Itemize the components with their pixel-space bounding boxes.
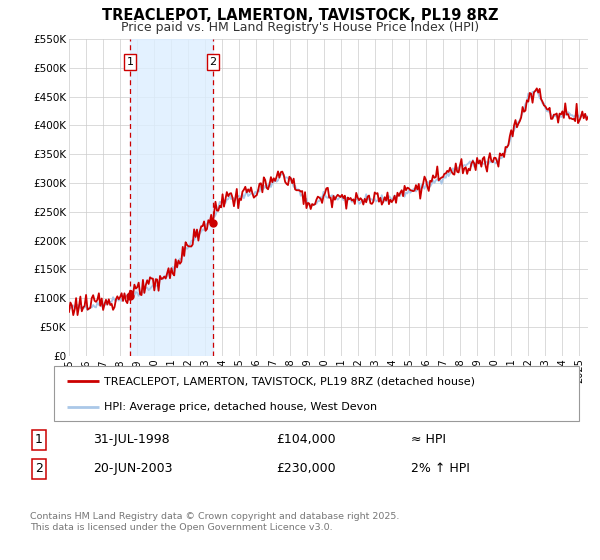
Text: 2: 2 [35,462,43,475]
Bar [130,39,213,356]
Text: TREACLEPOT, LAMERTON, TAVISTOCK, PL19 8RZ (detached house): TREACLEPOT, LAMERTON, TAVISTOCK, PL19 8R… [104,376,475,386]
Text: 2: 2 [209,57,217,67]
Text: TREACLEPOT, LAMERTON, TAVISTOCK, PL19 8RZ: TREACLEPOT, LAMERTON, TAVISTOCK, PL19 8R… [102,8,498,24]
Text: ≈ HPI: ≈ HPI [411,433,446,446]
Text: Contains HM Land Registry data © Crown copyright and database right 2025.
This d: Contains HM Land Registry data © Crown c… [30,512,400,532]
FancyBboxPatch shape [54,366,579,421]
Text: 1: 1 [35,433,43,446]
Text: Price paid vs. HM Land Registry's House Price Index (HPI): Price paid vs. HM Land Registry's House … [121,21,479,34]
Text: £104,000: £104,000 [276,433,335,446]
Text: £230,000: £230,000 [276,462,335,475]
Text: 20-JUN-2003: 20-JUN-2003 [93,462,173,475]
Text: 31-JUL-1998: 31-JUL-1998 [93,433,170,446]
Text: 1: 1 [127,57,133,67]
Text: HPI: Average price, detached house, West Devon: HPI: Average price, detached house, West… [104,403,377,412]
Text: 2% ↑ HPI: 2% ↑ HPI [411,462,470,475]
